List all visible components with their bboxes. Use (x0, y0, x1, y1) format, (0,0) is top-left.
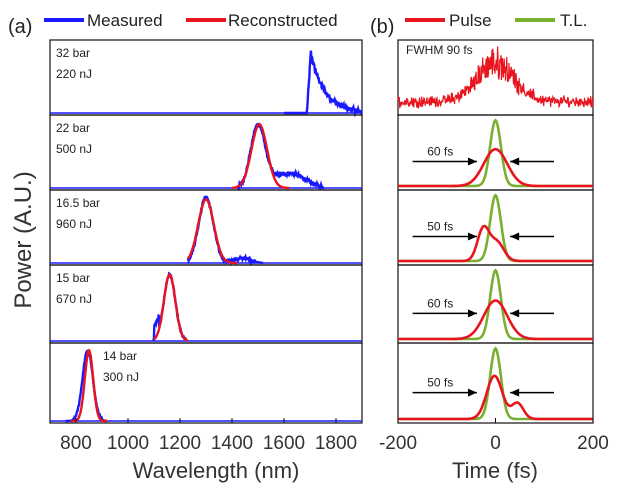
pressure-label: 15 bar (56, 271, 90, 285)
x-tick-label-a: 1600 (263, 433, 305, 454)
panel-a-subplot-frame (49, 39, 363, 116)
panel-a-subplot-frame (49, 342, 363, 424)
pulse-series (397, 46, 594, 109)
pressure-label: 14 bar (103, 349, 137, 363)
pressure-label: 16.5 bar (56, 196, 100, 210)
panel-b-label: (b) (370, 16, 394, 38)
legend-reconstructed: Reconstructed (228, 11, 338, 30)
panel-a-label: (a) (8, 16, 32, 38)
reconstructed-series (70, 348, 108, 423)
energy-label: 960 nJ (56, 217, 92, 231)
measured-series (186, 195, 264, 267)
energy-label: 670 nJ (56, 292, 92, 306)
x-tick-label-b: 200 (577, 433, 609, 454)
arrow-right-head (510, 157, 520, 166)
arrow-left-head (467, 309, 477, 318)
pressure-label: 32 bar (56, 46, 90, 60)
fwhm-annotation: 60 fs (427, 296, 453, 310)
x-tick-label-a: 800 (60, 433, 92, 454)
pressure-label: 22 bar (56, 121, 90, 135)
legend-measured: Measured (87, 11, 163, 30)
legend-tl: T.L. (560, 11, 587, 30)
fwhm-annotation: 50 fs (427, 376, 453, 390)
y-axis-label: Power (A.U.) (10, 171, 37, 308)
reconstructed-series (186, 198, 238, 265)
legend-pulse: Pulse (449, 11, 492, 30)
x-tick-label-a: 1800 (315, 433, 357, 454)
x-tick-label-b: 0 (490, 433, 501, 454)
energy-label: 300 nJ (103, 370, 139, 384)
arrow-right-head (510, 388, 520, 397)
arrow-right-head (510, 232, 520, 241)
x-tick-label-a: 1200 (159, 433, 201, 454)
panel-a-subplot-frame (49, 114, 363, 191)
x-tick-label-b: -200 (379, 433, 417, 454)
labels: (a) (b) Measured Reconstructed Pulse T.L… (8, 11, 587, 483)
x-tick-label-a: 1000 (107, 433, 149, 454)
panel-b: FWHM 90 fs 60 fs 50 fs 60 fs 50 fs -200 0 200 (379, 39, 609, 454)
panel-a: 32 bar 220 nJ 22 bar 500 nJ 16.5 bar 960 nJ 15… (49, 39, 363, 454)
arrow-left-head (467, 157, 477, 166)
arrow-right-head (510, 309, 520, 318)
reconstructed-series (153, 273, 189, 342)
pulse-series (398, 299, 593, 341)
x-tick-label-a: 1400 (211, 433, 253, 454)
panel-a-subplot-frame (49, 264, 363, 344)
x-axis-label-a: Wavelength (nm) (133, 458, 300, 483)
pulse-series (398, 224, 593, 263)
energy-label: 500 nJ (56, 142, 92, 156)
fwhm-annotation: 50 fs (427, 220, 453, 234)
fwhm-annotation: 60 fs (427, 145, 453, 159)
x-axis-label-b: Time (fs) (452, 458, 538, 483)
arrow-left-head (467, 232, 477, 241)
pulse-series (398, 147, 593, 188)
energy-label: 220 nJ (56, 67, 92, 81)
fwhm-label: FWHM 90 fs (406, 43, 473, 57)
reconstructed-series (231, 123, 290, 190)
arrow-left-head (467, 388, 477, 397)
pulse-series (398, 374, 593, 421)
measured-series (284, 50, 363, 118)
